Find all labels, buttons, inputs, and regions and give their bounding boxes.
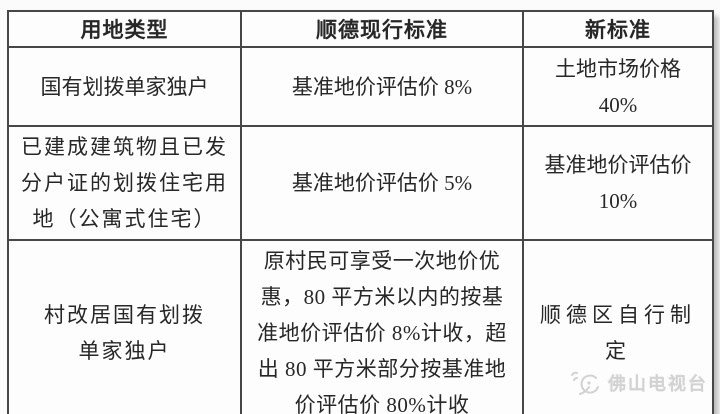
column-header-land-type: 用地类型 (7, 10, 242, 48)
cell-new-standard: 顺德区自行制定 (522, 239, 714, 414)
watermark-label: 佛山电视台 (608, 374, 708, 394)
table-header-row: 用地类型 顺德现行标准 新标准 (7, 10, 714, 48)
column-header-current-standard: 顺德现行标准 (240, 10, 524, 48)
column-header-new-standard: 新标准 (522, 10, 714, 48)
cell-land-type: 村改居国有划拨 单家独户 (7, 239, 242, 414)
cell-new-standard: 土地市场价格 40% (522, 46, 714, 127)
land-price-standards-table: 用地类型 顺德现行标准 新标准 国有划拨单家独户 基准地价评估价 8% 土地市场… (7, 10, 714, 414)
cell-current-standard: 基准地价评估价 8% (240, 46, 524, 127)
table-row: 村改居国有划拨 单家独户 原村民可享受一次地价优 惠，80 平方米以内的按基 准… (7, 239, 714, 414)
cell-new-standard: 基准地价评估价 10% (522, 125, 714, 241)
cell-land-type: 国有划拨单家独户 (7, 46, 242, 127)
table-row: 国有划拨单家独户 基准地价评估价 8% 土地市场价格 40% (7, 46, 714, 127)
cell-current-standard: 基准地价评估价 5% (240, 125, 524, 241)
foshan-tv-logo-icon (568, 368, 602, 398)
cell-land-type: 已建成建筑物且已发 分户证的划拨住宅用 地（公寓式住宅） (7, 125, 242, 241)
cell-current-standard: 原村民可享受一次地价优 惠，80 平方米以内的按基 准地价评估价 8%计收，超 … (240, 239, 524, 414)
watermark: 佛山电视台 (568, 368, 708, 398)
table-row: 已建成建筑物且已发 分户证的划拨住宅用 地（公寓式住宅） 基准地价评估价 5% … (7, 125, 714, 241)
